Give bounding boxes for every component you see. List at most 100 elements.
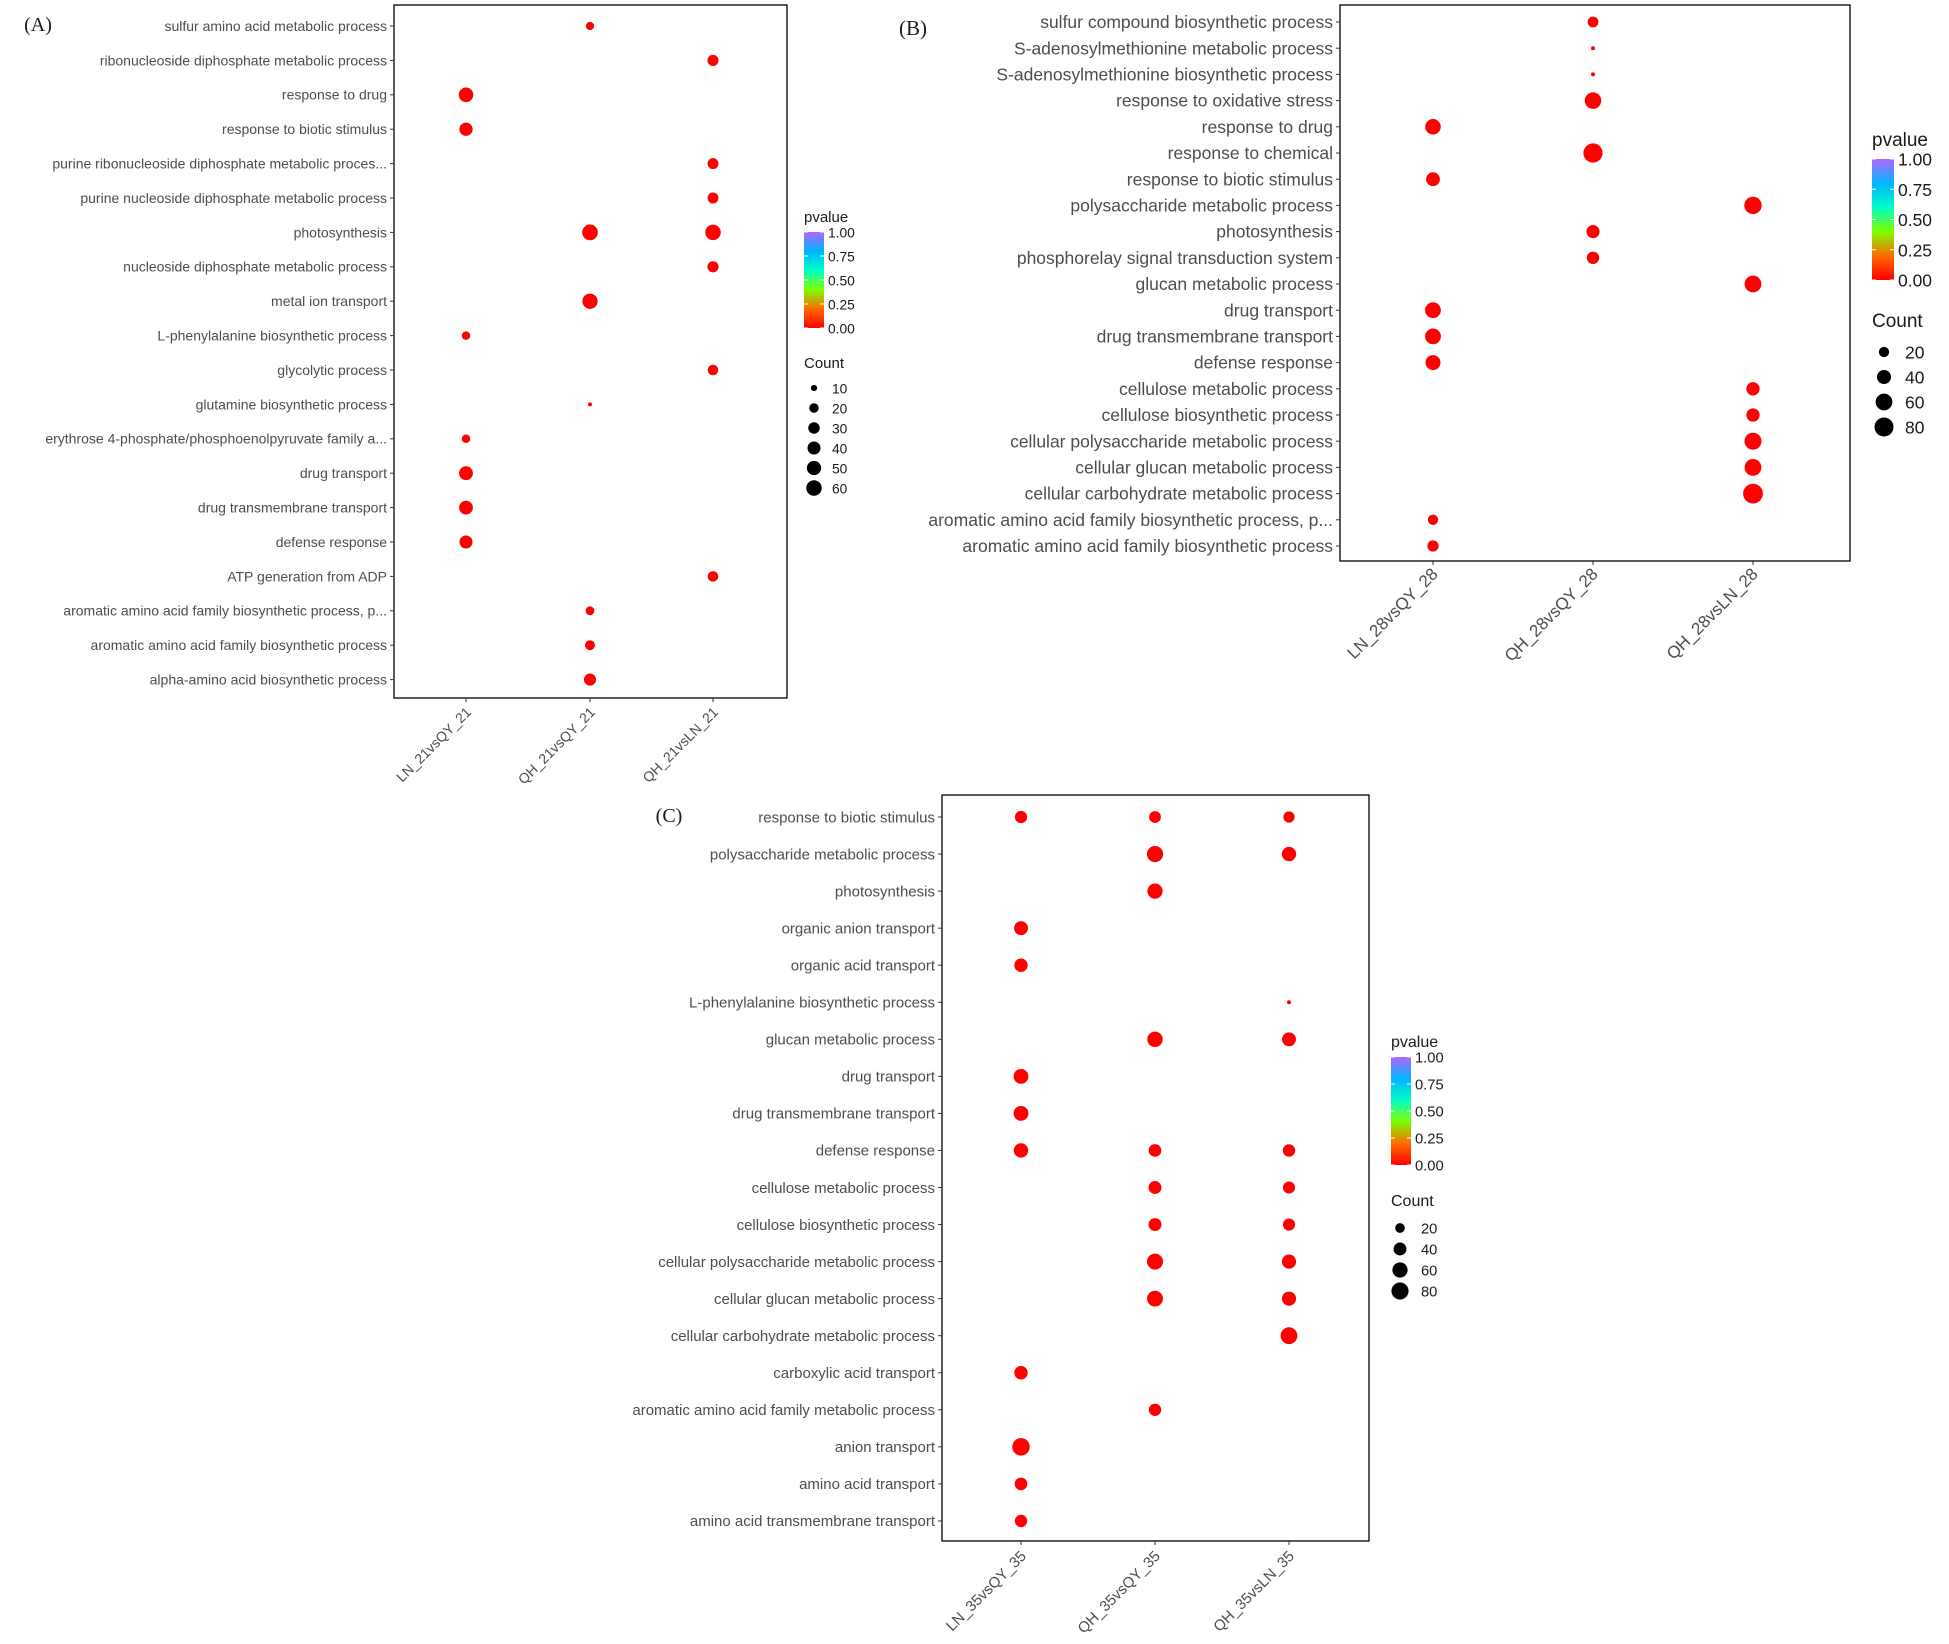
- bubble-ln-35vsqy-35-defense-response: [1013, 1143, 1029, 1158]
- x-label-qh-28vsln-28: QH_28vsLN_28: [1663, 564, 1762, 663]
- bubble-qh-35vsln-35-cellulose-biosynthetic-process: [1282, 1218, 1296, 1231]
- bubble-ln-35vsqy-35-amino-acid-transport: [1014, 1477, 1028, 1491]
- bubble-ln-28vsqy-28-response-to-biotic-stimulus: [1426, 172, 1440, 187]
- bubble-qh-21vsqy-21-aromatic-amino-acid-family-biosynthetic-process-p: [585, 606, 595, 616]
- bubble-qh-35vsln-35-cellular-carbohydrate-metabolic-process: [1280, 1327, 1298, 1345]
- y-label-alpha-amino-acid-biosynthetic-process: alpha-amino acid biosynthetic process: [150, 672, 387, 688]
- bubble-ln-21vsqy-21-response-to-drug: [458, 87, 474, 103]
- legend-pvalue-label: 1.00: [828, 225, 855, 240]
- y-label-cellular-glucan-metabolic-process: cellular glucan metabolic process: [1075, 458, 1333, 478]
- legend-count-label: 80: [1905, 418, 1925, 438]
- x-label-qh-35vsqy-35: QH_35vsQY_35: [1075, 1548, 1164, 1637]
- y-label-aromatic-amino-acid-family-biosynthetic-process: aromatic amino acid family biosynthetic …: [962, 536, 1333, 556]
- legend-count-label: 80: [1421, 1285, 1437, 1301]
- bubble-ln-21vsqy-21-erythrose-4-phosphate-phosphoenolpyruvate-family-a: [461, 434, 471, 444]
- legend-count-label: 50: [832, 461, 848, 476]
- y-label-aromatic-amino-acid-family-metabolic-process: aromatic amino acid family metabolic pro…: [632, 1402, 935, 1419]
- bubble-qh-35vsln-35-defense-response: [1282, 1144, 1296, 1157]
- bubble-qh-21vsqy-21-glutamine-biosynthetic-process: [588, 402, 592, 407]
- bubble-qh-28vsqy-28-photosynthesis: [1586, 225, 1600, 239]
- y-label-response-to-biotic-stimulus: response to biotic stimulus: [222, 121, 387, 137]
- x-label-ln-21vsqy-21: LN_21vsQY_21: [393, 704, 474, 785]
- x-label-qh-35vsln-35: QH_35vsLN_35: [1210, 1548, 1297, 1635]
- y-label-glycolytic-process: glycolytic process: [277, 362, 387, 378]
- legend-count-circle: [1875, 393, 1893, 411]
- y-label-aromatic-amino-acid-family-biosynthetic-process-p: aromatic amino acid family biosynthetic …: [928, 510, 1333, 530]
- y-label-photosynthesis: photosynthesis: [1216, 222, 1333, 242]
- legend-pvalue-label: 1.00: [1898, 150, 1932, 170]
- legend-count-circle: [808, 422, 820, 434]
- bubble-qh-35vsqy-35-cellulose-biosynthetic-process: [1148, 1218, 1162, 1232]
- y-label-response-to-drug: response to drug: [282, 87, 387, 103]
- bubble-ln-21vsqy-21-drug-transmembrane-transport: [459, 500, 473, 515]
- bubble-ln-35vsqy-35-anion-transport: [1012, 1438, 1030, 1456]
- bubble-ln-28vsqy-28-aromatic-amino-acid-family-biosynthetic-process-p: [1427, 514, 1439, 525]
- y-label-cellular-polysaccharide-metabolic-process: cellular polysaccharide metabolic proces…: [658, 1254, 935, 1271]
- y-label-drug-transmembrane-transport: drug transmembrane transport: [1097, 327, 1333, 347]
- bubble-ln-28vsqy-28-defense-response: [1425, 355, 1441, 371]
- legend-pvalue-colorbar: [804, 232, 824, 328]
- legend-count-circle: [1876, 369, 1892, 385]
- bubble-qh-21vsln-21-glycolytic-process: [707, 364, 719, 376]
- bubble-qh-35vsqy-35-photosynthesis: [1147, 883, 1163, 899]
- y-label-amino-acid-transmembrane-transport: amino acid transmembrane transport: [690, 1513, 936, 1530]
- panel-label: (A): [24, 14, 52, 36]
- legend-pvalue-title: pvalue: [1391, 1034, 1438, 1051]
- bubble-ln-21vsqy-21-response-to-biotic-stimulus: [459, 122, 473, 136]
- y-label-organic-acid-transport: organic acid transport: [791, 957, 936, 974]
- bubble-ln-35vsqy-35-amino-acid-transmembrane-transport: [1014, 1514, 1028, 1528]
- legend-pvalue-label: 0.00: [1898, 271, 1932, 291]
- bubble-qh-28vsln-28-polysaccharide-metabolic-process: [1744, 196, 1762, 215]
- bubble-qh-28vsqy-28-response-to-chemical: [1583, 143, 1603, 163]
- y-label-cellular-polysaccharide-metabolic-process: cellular polysaccharide metabolic proces…: [1010, 431, 1333, 451]
- bubble-qh-28vsln-28-cellulose-biosynthetic-process: [1746, 408, 1760, 422]
- x-label-ln-28vsqy-28: LN_28vsQY_28: [1344, 564, 1442, 662]
- y-label-response-to-drug: response to drug: [1202, 117, 1333, 137]
- y-label-anion-transport: anion transport: [835, 1439, 936, 1456]
- legend-count-label: 30: [832, 421, 848, 436]
- bubble-qh-35vsln-35-l-phenylalanine-biosynthetic-process: [1287, 1000, 1291, 1005]
- bubble-ln-28vsqy-28-aromatic-amino-acid-family-biosynthetic-process: [1427, 540, 1439, 552]
- y-label-phosphorelay-signal-transduction-system: phosphorelay signal transduction system: [1017, 248, 1333, 268]
- x-label-qh-21vsln-21: QH_21vsLN_21: [639, 704, 721, 786]
- bubble-qh-21vsln-21-atp-generation-from-adp: [707, 571, 719, 582]
- legend-pvalue-label: 0.00: [1415, 1159, 1444, 1175]
- y-label-atp-generation-from-adp: ATP generation from ADP: [227, 568, 387, 584]
- bubble-qh-35vsln-35-cellular-glucan-metabolic-process: [1281, 1291, 1297, 1306]
- legend-pvalue-label: 0.75: [828, 249, 855, 264]
- bubble-qh-28vsqy-28-phosphorelay-signal-transduction-system: [1586, 251, 1600, 265]
- y-label-aromatic-amino-acid-family-biosynthetic-process-p: aromatic amino acid family biosynthetic …: [63, 603, 387, 619]
- bubble-qh-21vsqy-21-alpha-amino-acid-biosynthetic-process: [583, 673, 597, 686]
- legend-count-title: Count: [1872, 311, 1923, 332]
- bubble-qh-28vsln-28-cellulose-metabolic-process: [1746, 382, 1760, 396]
- bubble-qh-35vsqy-35-defense-response: [1148, 1144, 1162, 1157]
- x-label-ln-35vsqy-35: LN_35vsQY_35: [943, 1548, 1030, 1635]
- y-label-defense-response: defense response: [816, 1143, 935, 1160]
- legend-count-label: 40: [1905, 368, 1925, 388]
- bubble-qh-35vsln-35-glucan-metabolic-process: [1282, 1032, 1296, 1047]
- y-label-s-adenosylmethionine-biosynthetic-process: S-adenosylmethionine biosynthetic proces…: [996, 65, 1333, 85]
- legend-pvalue-label: 0.50: [1898, 210, 1932, 230]
- y-label-polysaccharide-metabolic-process: polysaccharide metabolic process: [710, 846, 935, 863]
- y-label-aromatic-amino-acid-family-biosynthetic-process: aromatic amino acid family biosynthetic …: [91, 637, 387, 653]
- legend-count-circle: [1878, 346, 1890, 358]
- bubble-qh-21vsln-21-purine-nucleoside-diphosphate-metabolic-process: [707, 192, 719, 204]
- legend-count-circle: [1393, 1242, 1407, 1256]
- y-label-defense-response: defense response: [276, 534, 388, 550]
- bubble-qh-35vsln-35-polysaccharide-metabolic-process: [1281, 846, 1297, 862]
- plot-frame: [941, 794, 1370, 1542]
- legend-count-label: 20: [1421, 1222, 1437, 1238]
- bubble-qh-21vsqy-21-metal-ion-transport: [582, 293, 598, 309]
- bubble-ln-21vsqy-21-l-phenylalanine-biosynthetic-process: [461, 331, 471, 340]
- y-label-sulfur-compound-biosynthetic-process: sulfur compound biosynthetic process: [1040, 12, 1333, 32]
- legend-pvalue-label: 0.25: [828, 297, 855, 312]
- y-label-glucan-metabolic-process: glucan metabolic process: [1136, 274, 1334, 294]
- bubble-qh-35vsqy-35-aromatic-amino-acid-family-metabolic-process: [1148, 1403, 1162, 1416]
- y-label-defense-response: defense response: [1194, 353, 1333, 373]
- legend-pvalue-label: 0.50: [1415, 1105, 1444, 1121]
- legend-pvalue-colorbar: [1872, 159, 1894, 280]
- panel-b: (B) sulfur compound biosynthetic process S…: [899, 4, 1932, 665]
- legend-pvalue-title: pvalue: [1872, 130, 1928, 151]
- bubble-ln-21vsqy-21-defense-response: [459, 535, 473, 549]
